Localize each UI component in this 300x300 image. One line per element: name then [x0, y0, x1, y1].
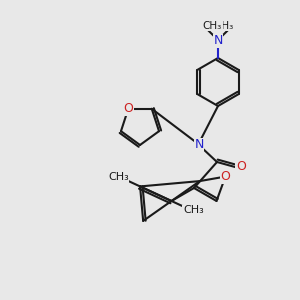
Text: O: O: [123, 102, 133, 115]
Text: N: N: [194, 139, 204, 152]
Text: N: N: [213, 34, 223, 47]
Text: CH₃: CH₃: [203, 20, 222, 31]
Text: CH₃: CH₃: [108, 172, 129, 182]
Text: CH₃: CH₃: [183, 205, 204, 215]
Text: O: O: [236, 160, 246, 173]
Text: O: O: [220, 170, 230, 183]
Text: CH₃: CH₃: [214, 20, 233, 31]
